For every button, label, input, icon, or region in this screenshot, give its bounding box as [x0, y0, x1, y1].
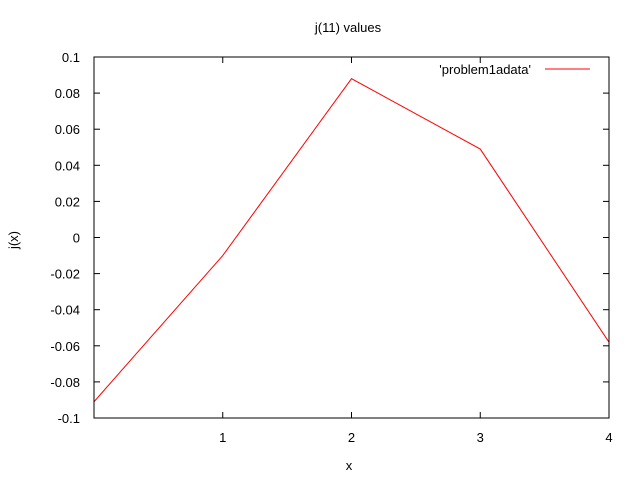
x-tick-label: 3 — [477, 430, 484, 445]
series-layer — [93, 78, 610, 403]
x-tick-label: 4 — [605, 430, 612, 445]
y-tick-label: -0.1 — [58, 411, 80, 426]
x-tick-label: 2 — [348, 430, 355, 445]
legend: 'problem1adata' — [439, 62, 590, 77]
x-axis-label: x — [346, 458, 353, 473]
x-tick-label: 1 — [219, 430, 226, 445]
y-tick-label: -0.08 — [50, 375, 80, 390]
series-line — [93, 78, 610, 403]
y-tick-label: 0.02 — [55, 194, 80, 209]
y-tick-label: 0.1 — [62, 50, 80, 65]
y-tick-label: 0.04 — [55, 158, 80, 173]
y-axis-label: j(x) — [6, 231, 21, 250]
axis-ticks — [94, 56, 610, 419]
y-tick-label: 0 — [73, 231, 80, 246]
plot-frame — [93, 56, 610, 419]
y-tick-label: -0.02 — [50, 267, 80, 282]
y-tick-label: -0.04 — [50, 303, 80, 318]
tick-labels: -0.1 -0.08 -0.06 -0.04 -0.02 0 0.02 0.04 0.06 0.0… — [50, 50, 612, 445]
y-tick-label: -0.06 — [50, 339, 80, 354]
y-tick-label: 0.06 — [55, 122, 80, 137]
y-tick-label: 0.08 — [55, 86, 80, 101]
legend-label: 'problem1adata' — [439, 62, 531, 77]
chart-title: j(11) values — [314, 20, 382, 35]
